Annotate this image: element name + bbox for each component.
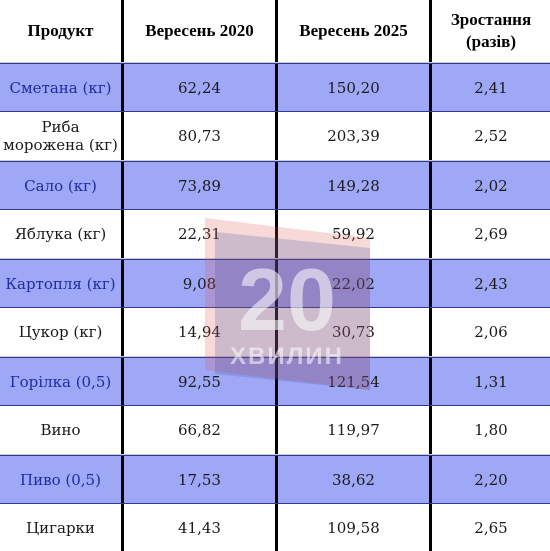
cell-product: Картопля (кг) <box>0 260 124 307</box>
cell-product: Сметана (кг) <box>0 64 124 111</box>
cell-growth: 2,06 <box>474 323 508 341</box>
cell-growth: 1,31 <box>474 372 508 391</box>
cell-2020: 17,53 <box>124 456 278 503</box>
header-sep-2025: Вересень 2025 <box>278 0 432 62</box>
table-row: Сметана (кг) 62,24 150,20 2,41 <box>0 63 550 112</box>
cell-growth: 1,80 <box>474 421 508 439</box>
cell-2025: 121,54 <box>278 358 432 405</box>
cell-product: Цукор (кг) <box>0 308 124 356</box>
cell-growth: 2,41 <box>474 78 508 97</box>
cell-product: Цигарки <box>0 504 124 551</box>
cell-growth: 2,43 <box>474 274 508 293</box>
header-product: Продукт <box>0 0 124 62</box>
header-growth: Зростання (разів) <box>450 9 532 51</box>
cell-growth: 2,65 <box>474 518 508 537</box>
cell-growth: 2,02 <box>474 176 508 195</box>
table-row: Риба морожена (кг) 80,73 203,39 2,52 <box>0 112 550 161</box>
cell-2025: 38,62 <box>278 456 432 503</box>
table-row: Картопля (кг) 9,08 22,02 2,43 <box>0 259 550 308</box>
table-row: Сало (кг) 73,89 149,28 2,02 <box>0 161 550 210</box>
cell-product: Вино <box>0 406 124 454</box>
cell-2025: 109,58 <box>278 504 432 551</box>
cell-2020: 73,89 <box>124 162 278 209</box>
table-row: Яблука (кг) 22,31 59,92 2,69 <box>0 210 550 259</box>
cell-2025: 22,02 <box>278 260 432 307</box>
cell-product: Сало (кг) <box>0 162 124 209</box>
cell-growth: 2,69 <box>474 225 508 243</box>
cell-2025: 150,20 <box>278 64 432 111</box>
cell-product: Яблука (кг) <box>0 210 124 258</box>
cell-product: Пиво (0,5) <box>0 456 124 503</box>
cell-2025: 30,73 <box>278 308 432 356</box>
cell-2025: 203,39 <box>278 112 432 160</box>
cell-2020: 92,55 <box>124 358 278 405</box>
table-header-row: Продукт Вересень 2020 Вересень 2025 Зрос… <box>0 0 550 63</box>
cell-growth: 2,20 <box>474 470 508 489</box>
table-row: Пиво (0,5) 17,53 38,62 2,20 <box>0 455 550 504</box>
cell-product: Горілка (0,5) <box>0 358 124 405</box>
cell-2025: 59,92 <box>278 210 432 258</box>
cell-2020: 66,82 <box>124 406 278 454</box>
cell-2020: 14,94 <box>124 308 278 356</box>
header-sep-2020: Вересень 2020 <box>124 0 278 62</box>
cell-2025: 119,97 <box>278 406 432 454</box>
table-row: Цукор (кг) 14,94 30,73 2,06 <box>0 308 550 357</box>
cell-2020: 9,08 <box>124 260 278 307</box>
cell-2020: 41,43 <box>124 504 278 551</box>
table-row: Вино 66,82 119,97 1,80 <box>0 406 550 455</box>
cell-2020: 80,73 <box>124 112 278 160</box>
cell-product: Риба морожена (кг) <box>0 112 124 160</box>
table-row: Цигарки 41,43 109,58 2,65 <box>0 504 550 551</box>
cell-2025: 149,28 <box>278 162 432 209</box>
cell-growth: 2,52 <box>474 127 508 145</box>
table-row: Горілка (0,5) 92,55 121,54 1,31 <box>0 357 550 406</box>
cell-2020: 62,24 <box>124 64 278 111</box>
cell-2020: 22,31 <box>124 210 278 258</box>
